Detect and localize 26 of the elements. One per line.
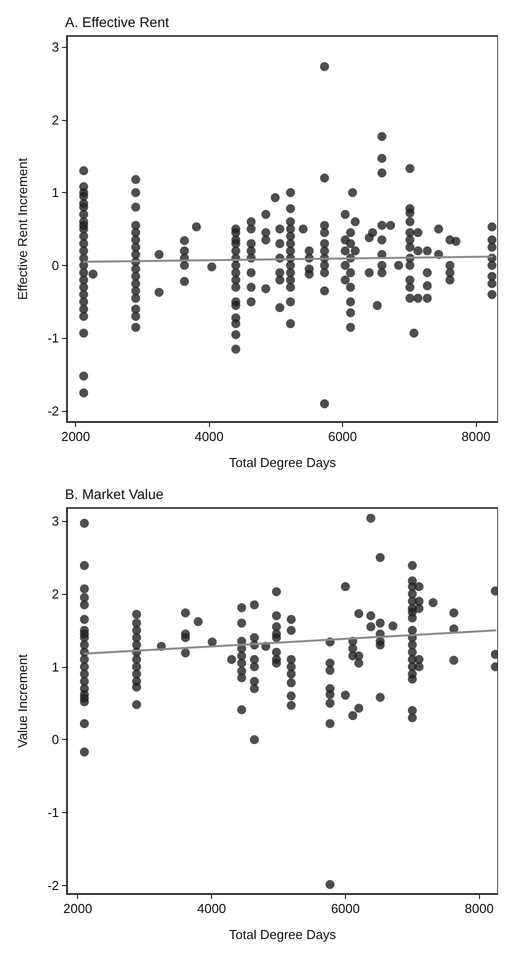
y-tick-label: 3 — [52, 514, 59, 529]
y-tick-label: 1 — [52, 185, 59, 200]
y-tick-label: 2 — [52, 112, 59, 128]
x-tick-label: 6000 — [330, 901, 360, 916]
x-axis-title: Total Degree Days — [229, 455, 336, 470]
x-tick-label: 4000 — [194, 429, 224, 444]
x-tick-label: 2000 — [63, 901, 92, 916]
y-tick-label: 0 — [52, 732, 59, 748]
chart-title: A. Effective Rent — [65, 14, 170, 30]
y-tick-label: 2 — [52, 586, 59, 602]
x-tick-label: 4000 — [197, 901, 226, 916]
y-tick-label: 1 — [52, 659, 59, 674]
y-axis-title: Value Increment — [15, 654, 30, 748]
y-tick-label: -1 — [47, 804, 59, 820]
y-tick-label: -2 — [47, 878, 59, 893]
y-tick-label: -2 — [47, 404, 59, 419]
x-tick-label: 8000 — [464, 901, 494, 916]
chart-title: B. Market Value — [65, 486, 164, 502]
x-tick-label: 6000 — [328, 429, 358, 444]
x-tick-label: 8000 — [462, 429, 490, 444]
y-tick-label: 3 — [52, 39, 59, 54]
y-tick-label: 0 — [52, 258, 59, 273]
y-axis-title: Effective Rent Increment — [15, 158, 30, 300]
x-axis-title: Total Degree Days — [229, 927, 336, 942]
y-tick-label: -1 — [47, 330, 59, 346]
x-tick-label: 2000 — [61, 429, 90, 444]
